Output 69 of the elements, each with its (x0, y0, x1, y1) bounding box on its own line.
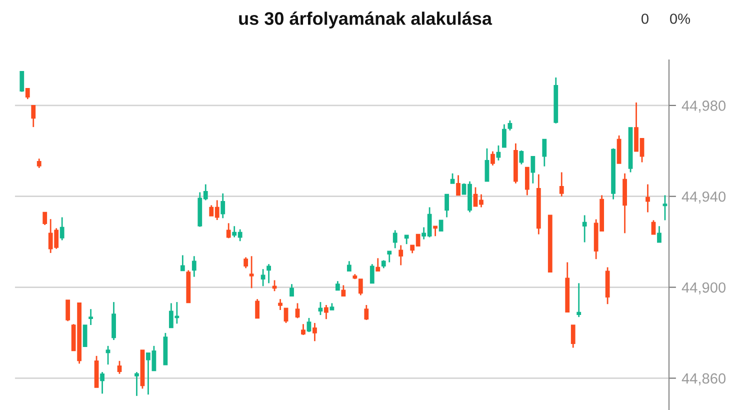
candlestick (66, 299, 70, 322)
candlestick (524, 166, 530, 196)
candlestick (364, 304, 369, 321)
candlestick (88, 308, 93, 326)
candlestick (519, 150, 524, 166)
y-tick-label: 44,980 (682, 100, 726, 113)
candlestick (134, 371, 139, 397)
candlestick (42, 212, 48, 226)
candlestick (582, 214, 587, 243)
candlestick (398, 244, 404, 266)
candlestick (60, 216, 64, 241)
candlestick (508, 120, 512, 132)
candlestick (36, 158, 42, 169)
candlestick (106, 345, 110, 366)
text: 0 (642, 14, 648, 24)
candlestick (370, 263, 374, 284)
text: 0% (670, 14, 690, 24)
candlestick (376, 257, 380, 272)
candlestick (117, 360, 122, 375)
candlestick (278, 298, 282, 311)
candlestick (226, 222, 231, 239)
candlestick (542, 138, 547, 168)
candlestick (657, 225, 662, 243)
candlestick (260, 268, 266, 287)
candlestick (490, 150, 495, 166)
y-tick-label: 44,860 (682, 373, 726, 386)
candlestick (335, 280, 340, 291)
candlestick (20, 70, 24, 93)
candlestick (255, 298, 260, 319)
candlestick (100, 371, 104, 394)
chart-title: us 30 árfolyamának alakulása (239, 12, 492, 28)
candlestick (646, 184, 650, 213)
candlestick (662, 194, 668, 221)
candlestick (290, 283, 294, 297)
y-tick-label: 44,900 (682, 282, 726, 294)
candlestick (266, 263, 271, 284)
candlestick (284, 307, 288, 324)
candlestick (559, 172, 564, 198)
candlestick (346, 260, 352, 272)
candlestick (530, 156, 536, 184)
candlestick (306, 317, 312, 333)
candlestick (502, 124, 506, 148)
candlestick (392, 230, 398, 249)
candlestick (301, 323, 306, 336)
candlestick (272, 280, 277, 292)
candlestick (25, 88, 30, 100)
candlestick (570, 324, 576, 348)
candlestick (444, 194, 449, 218)
candlestick (484, 148, 490, 182)
candlestick (358, 278, 363, 296)
candlestick (438, 220, 444, 232)
candlestick (324, 304, 328, 320)
candlestick (244, 256, 248, 269)
candlestick (433, 225, 438, 237)
candlestick (220, 192, 226, 219)
candlestick (576, 282, 582, 318)
candlestick (180, 254, 185, 272)
candlestick (31, 104, 36, 128)
candlestick (387, 250, 392, 263)
candlestick (82, 324, 88, 348)
candlestick (249, 255, 254, 289)
candlestick (450, 172, 455, 184)
candlestick (456, 174, 460, 196)
y-tick-label: 44,940 (682, 191, 726, 204)
candlestick (192, 255, 196, 278)
candlestick (341, 284, 346, 297)
candlestick (112, 301, 116, 341)
candlestick (312, 322, 317, 342)
candlestick (295, 302, 300, 319)
